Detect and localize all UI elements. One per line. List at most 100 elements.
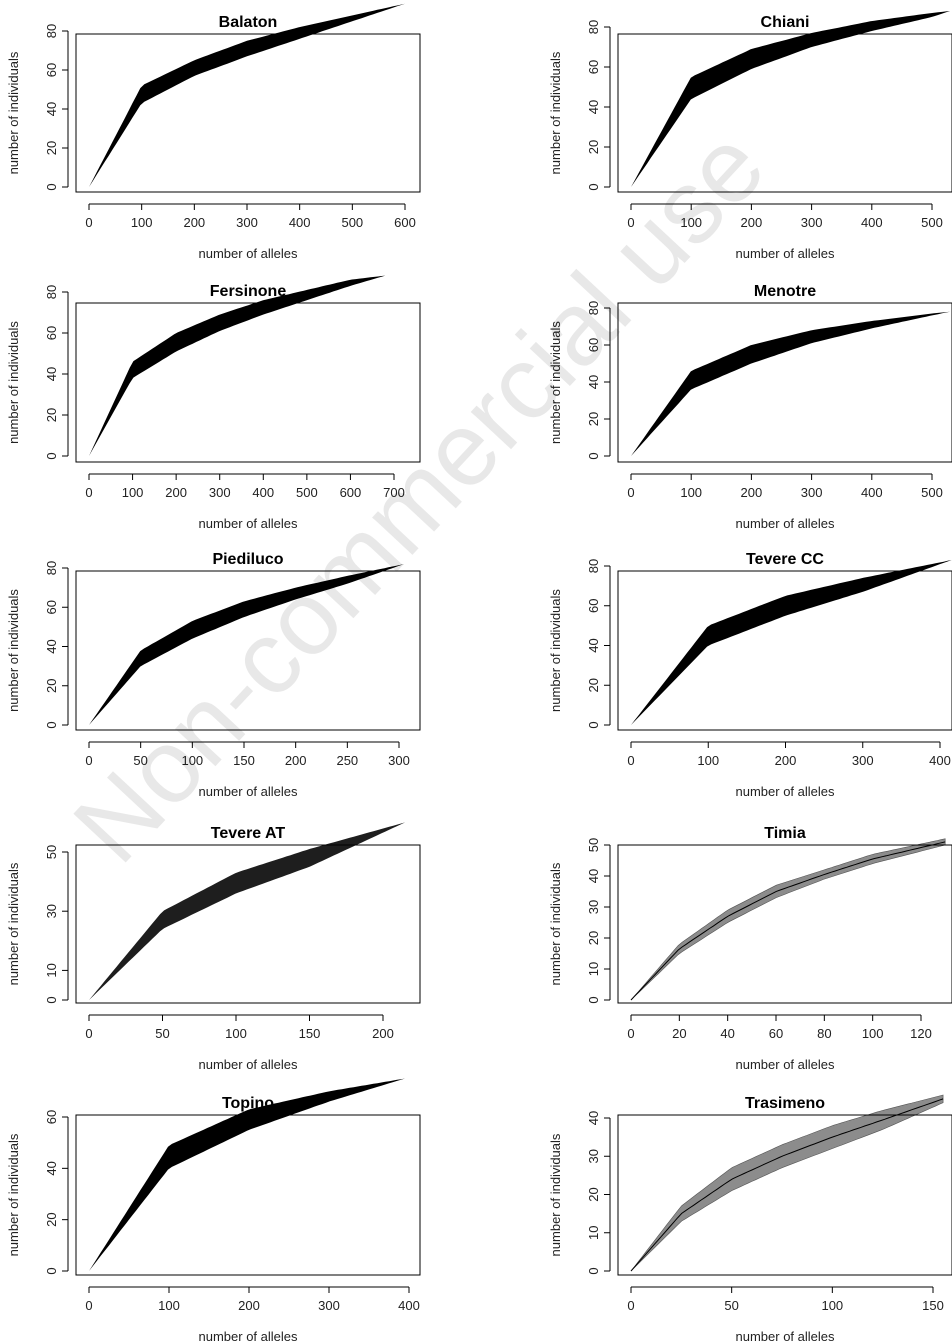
y-tick-label: 60 bbox=[44, 1110, 59, 1124]
x-tick-label: 0 bbox=[85, 215, 92, 230]
accumulation-band bbox=[89, 275, 386, 456]
x-tick-label: 400 bbox=[252, 485, 274, 500]
x-tick-label: 300 bbox=[236, 215, 258, 230]
x-tick-label: 300 bbox=[852, 753, 874, 768]
x-tick-label: 300 bbox=[801, 485, 823, 500]
y-tick-label: 20 bbox=[586, 931, 601, 945]
accumulation-band bbox=[631, 11, 951, 187]
y-axis-label: number of individuals bbox=[548, 1133, 563, 1256]
x-tick-label: 100 bbox=[225, 1026, 247, 1041]
x-tick-label: 500 bbox=[341, 215, 363, 230]
y-tick-label: 0 bbox=[586, 452, 601, 459]
y-axis-label: number of individuals bbox=[548, 321, 563, 444]
y-axis-label: number of individuals bbox=[6, 51, 21, 174]
y-tick-label: 40 bbox=[44, 367, 59, 381]
y-tick-label: 20 bbox=[586, 1187, 601, 1201]
x-tick-label: 400 bbox=[398, 1298, 420, 1313]
x-tick-label: 60 bbox=[769, 1026, 783, 1041]
y-tick-label: 0 bbox=[44, 996, 59, 1003]
panel-topino: Topino 0 100 200 300 400 number of alleles 0 20 4… bbox=[6, 1078, 421, 1343]
y-tick-label: 80 bbox=[586, 559, 601, 573]
y-tick-label: 50 bbox=[586, 838, 601, 852]
y-tick-label: 40 bbox=[586, 100, 601, 114]
x-tick-label: 100 bbox=[181, 753, 203, 768]
x-axis-label: number of alleles bbox=[736, 246, 835, 261]
panel-title: Menotre bbox=[754, 283, 816, 300]
x-tick-label: 100 bbox=[821, 1298, 843, 1313]
x-axis-label: number of alleles bbox=[736, 516, 835, 531]
x-tick-label: 0 bbox=[627, 215, 634, 230]
x-axis-label: number of alleles bbox=[199, 246, 298, 261]
accumulation-band bbox=[631, 560, 952, 725]
x-tick-label: 500 bbox=[921, 485, 943, 500]
y-tick-label: 30 bbox=[44, 904, 59, 918]
x-tick-label: 100 bbox=[122, 485, 144, 500]
x-axis-label: number of alleles bbox=[736, 1057, 835, 1072]
accumulation-band bbox=[631, 311, 951, 456]
x-tick-label: 0 bbox=[85, 1026, 92, 1041]
panel-title: Balaton bbox=[219, 14, 278, 31]
panel-title: Piediluco bbox=[212, 551, 283, 568]
x-tick-label: 200 bbox=[741, 215, 763, 230]
plot-frame bbox=[75, 570, 421, 731]
x-tick-label: 0 bbox=[627, 1026, 634, 1041]
x-tick-label: 200 bbox=[238, 1298, 260, 1313]
y-axis-label: number of individuals bbox=[548, 51, 563, 174]
y-tick-label: 10 bbox=[586, 962, 601, 976]
y-axis-label: number of individuals bbox=[6, 862, 21, 985]
x-axis-label: number of alleles bbox=[736, 1329, 835, 1343]
y-tick-label: 80 bbox=[44, 561, 59, 575]
y-tick-label: 20 bbox=[44, 1212, 59, 1226]
x-tick-label: 100 bbox=[697, 753, 719, 768]
y-tick-label: 80 bbox=[586, 20, 601, 34]
x-tick-label: 0 bbox=[85, 485, 92, 500]
x-tick-label: 400 bbox=[861, 215, 883, 230]
x-tick-label: 200 bbox=[775, 753, 797, 768]
x-tick-label: 300 bbox=[801, 215, 823, 230]
y-tick-label: 40 bbox=[44, 639, 59, 653]
y-tick-label: 40 bbox=[586, 375, 601, 389]
x-tick-label: 50 bbox=[133, 753, 147, 768]
x-tick-label: 300 bbox=[388, 753, 410, 768]
y-axis-label: number of individuals bbox=[548, 589, 563, 712]
x-tick-label: 0 bbox=[627, 753, 634, 768]
accumulation-band bbox=[89, 1078, 405, 1271]
y-tick-label: 40 bbox=[586, 638, 601, 652]
y-tick-label: 10 bbox=[44, 963, 59, 977]
y-tick-label: 60 bbox=[586, 599, 601, 613]
y-tick-label: 40 bbox=[586, 1111, 601, 1125]
x-tick-label: 300 bbox=[209, 485, 231, 500]
x-tick-label: 200 bbox=[285, 753, 307, 768]
plot-frame bbox=[617, 1114, 952, 1276]
panel-title: Trasimeno bbox=[745, 1095, 825, 1112]
y-tick-label: 60 bbox=[586, 60, 601, 74]
panel-title: Tevere AT bbox=[211, 825, 286, 842]
y-axis-label: number of individuals bbox=[6, 589, 21, 712]
x-tick-label: 100 bbox=[131, 215, 153, 230]
x-tick-label: 200 bbox=[372, 1026, 394, 1041]
panel-chiani: Chiani 0 100 200 300 400 500 number of alleles 0… bbox=[548, 11, 952, 261]
x-axis-label: number of alleles bbox=[199, 1057, 298, 1072]
x-tick-label: 500 bbox=[921, 215, 943, 230]
x-tick-label: 100 bbox=[862, 1026, 884, 1041]
x-tick-label: 400 bbox=[929, 753, 951, 768]
y-tick-label: 20 bbox=[586, 140, 601, 154]
x-tick-label: 150 bbox=[233, 753, 255, 768]
y-axis-label: number of individuals bbox=[6, 321, 21, 444]
y-tick-label: 80 bbox=[44, 285, 59, 299]
y-tick-label: 40 bbox=[44, 102, 59, 116]
y-tick-label: 20 bbox=[44, 679, 59, 693]
x-tick-label: 200 bbox=[741, 485, 763, 500]
x-axis-label: number of alleles bbox=[199, 1329, 298, 1343]
x-tick-label: 150 bbox=[299, 1026, 321, 1041]
y-axis-label: number of individuals bbox=[6, 1133, 21, 1256]
y-tick-label: 0 bbox=[586, 1267, 601, 1274]
x-tick-label: 120 bbox=[910, 1026, 932, 1041]
panel-title: Topino bbox=[222, 1095, 274, 1112]
y-axis-label: number of individuals bbox=[548, 862, 563, 985]
accumulation-band bbox=[89, 564, 405, 725]
